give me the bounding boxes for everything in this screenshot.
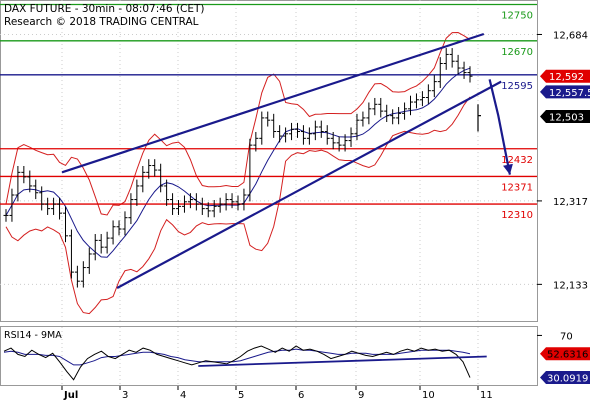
x-tick-label: 5 [238,390,244,400]
x-tick-label: 9 [358,390,364,400]
rsi-line [3,345,471,381]
moving-average [5,67,471,258]
rsi-panel: 70 52.6316 30.0919 [3,331,590,384]
price-panel-frame [0,0,538,322]
level-label-12595: 12595 [501,81,533,92]
price-bars [3,48,481,288]
price-tag-label: 12,557.5 [549,88,590,99]
header-title: DAX FUTURE - 30min - 08:07:46 (CET) [4,3,205,15]
rsi-panel-frame [0,326,538,386]
forecast-arrow [488,79,513,175]
level-label-12310: 12310 [501,210,533,221]
x-tick-label: Jul [63,390,78,400]
rsi-tag-label: 52.6316 [547,350,588,361]
price-tag-bg [540,85,590,99]
rsi-y-tick-label: 70 [560,331,573,342]
bollinger-upper [5,31,471,216]
rsi-support-line [198,355,487,367]
x-tick-label: 3 [122,390,128,400]
forecast-arrow-head [503,163,513,175]
rsi-title: RSI14 - 9MA [4,330,62,341]
y-tick-label: 12,317 [553,197,588,208]
horizontal-levels: 12750 12670 12595 12432 12371 12310 [0,3,537,221]
level-label-12750: 12750 [501,11,533,22]
x-tick-label: 11 [480,390,493,400]
trendline-upper-channel [61,32,485,174]
y-tick-label: 12,133 [553,280,588,291]
price-tag-bg [540,69,590,83]
header-copyright: Research © 2018 TRADING CENTRAL [4,16,199,28]
forecast-arrow-line [488,79,511,175]
rsi-tag-bg [540,347,590,361]
trendline-lower-channel [116,80,502,289]
level-label-12371: 12371 [501,182,533,193]
price-tag-bg [540,110,590,124]
x-tick-label: 6 [298,390,304,400]
rsi-tag-bg [540,370,590,384]
price-tag-label: 12,592 [549,72,584,83]
price-tag-label: 12,503 [549,113,584,124]
y-axis: 12,684 12,317 12,133 [537,30,588,291]
x-axis: Jul 3 4 5 6 9 10 11 [61,386,493,401]
x-tick-label: 10 [422,390,435,400]
trendlines [61,32,502,289]
price-tags: 12,592 12,557.5 12,503 [540,69,590,124]
level-label-12432: 12432 [501,155,533,166]
y-tick-label: 12,684 [553,30,588,41]
grid [0,0,537,386]
rsi-tag-label: 30.0919 [547,373,588,384]
level-label-12670: 12670 [501,47,533,58]
x-tick-label: 4 [180,390,186,400]
